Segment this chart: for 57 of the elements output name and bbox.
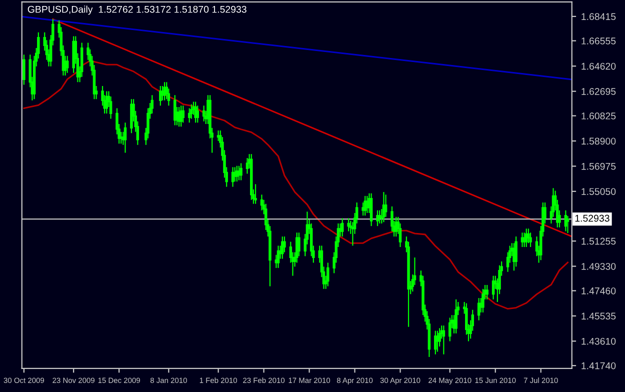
candlestick bbox=[66, 55, 69, 74]
candlestick bbox=[438, 328, 441, 348]
candlestick bbox=[326, 262, 330, 287]
candlestick bbox=[514, 236, 518, 268]
candlestick bbox=[72, 36, 75, 74]
candlestick bbox=[434, 330, 437, 355]
y-tick-label: 1.49330 bbox=[582, 262, 616, 270]
candlestick bbox=[196, 105, 200, 124]
candlestick bbox=[564, 210, 568, 232]
candlestick bbox=[529, 232, 532, 248]
y-tick-label: 1.64620 bbox=[582, 62, 616, 70]
candlestick bbox=[182, 105, 185, 124]
candlestick bbox=[366, 195, 369, 214]
candlestick bbox=[178, 106, 180, 128]
candlestick bbox=[436, 330, 439, 352]
candlestick bbox=[260, 194, 264, 211]
candlestick bbox=[347, 218, 350, 232]
y-tick-label: 1.62695 bbox=[582, 88, 616, 95]
candlestick bbox=[238, 165, 240, 181]
candlestick bbox=[250, 154, 253, 200]
candlestick bbox=[159, 85, 162, 106]
y-tick-label: 1.55050 bbox=[582, 188, 616, 195]
candlestick bbox=[190, 104, 193, 120]
candlestick bbox=[482, 288, 484, 314]
candlestick bbox=[376, 210, 379, 227]
y-tick-label: 1.58900 bbox=[582, 138, 616, 145]
candlestick bbox=[525, 228, 528, 248]
candlestick bbox=[254, 184, 257, 204]
candlestick bbox=[130, 98, 133, 134]
y-tick-label: 1.68415 bbox=[582, 13, 616, 20]
candlestick bbox=[486, 284, 488, 300]
y-tick-label: 1.47460 bbox=[582, 287, 616, 294]
ref-line-label: 1.52933 bbox=[575, 214, 610, 222]
candlestick bbox=[281, 236, 284, 260]
chart-title: GBPUSD,Daily 1.52762 1.53172 1.51870 1.52933 bbox=[28, 6, 246, 15]
candlestick bbox=[194, 101, 197, 124]
candlestick bbox=[370, 192, 373, 227]
y-tick-label: 1.43610 bbox=[582, 338, 616, 345]
candlestick bbox=[364, 195, 366, 216]
candlestick bbox=[188, 108, 191, 124]
y-tick-label: 1.60825 bbox=[582, 112, 616, 120]
candlestick bbox=[174, 94, 176, 126]
y-tick-label: 1.66555 bbox=[582, 38, 616, 44]
y-tick-label: 1.56975 bbox=[582, 162, 616, 170]
y-tick-label: 1.51255 bbox=[582, 238, 616, 245]
candlestick bbox=[442, 324, 446, 355]
candlestick bbox=[124, 122, 127, 154]
candlestick bbox=[527, 228, 530, 244]
candlestick bbox=[240, 162, 242, 181]
y-tick-label: 1.45535 bbox=[582, 312, 616, 320]
candlestick bbox=[454, 298, 458, 334]
candlestick bbox=[22, 54, 26, 86]
candlestick bbox=[180, 105, 182, 128]
candlestick bbox=[150, 94, 154, 114]
candlestick bbox=[448, 317, 452, 342]
y-tick-label: 1.41740 bbox=[582, 362, 616, 370]
candlestick bbox=[522, 232, 526, 248]
